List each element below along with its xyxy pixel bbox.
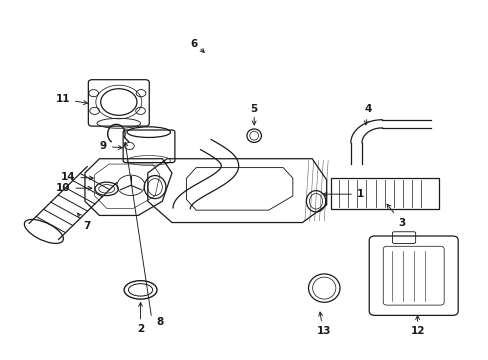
Text: 6: 6 xyxy=(190,39,197,49)
Text: 14: 14 xyxy=(61,172,93,182)
Text: 9: 9 xyxy=(100,141,122,151)
Text: 11: 11 xyxy=(55,94,87,104)
Text: 4: 4 xyxy=(364,104,371,125)
Text: 8: 8 xyxy=(156,317,163,327)
Text: 1: 1 xyxy=(323,189,364,199)
Text: 5: 5 xyxy=(250,104,257,114)
Text: 3: 3 xyxy=(386,204,405,228)
Text: 2: 2 xyxy=(137,324,144,334)
Text: 13: 13 xyxy=(316,326,331,336)
Text: 12: 12 xyxy=(409,326,424,336)
Text: 7: 7 xyxy=(78,213,91,231)
Text: 10: 10 xyxy=(56,183,92,193)
